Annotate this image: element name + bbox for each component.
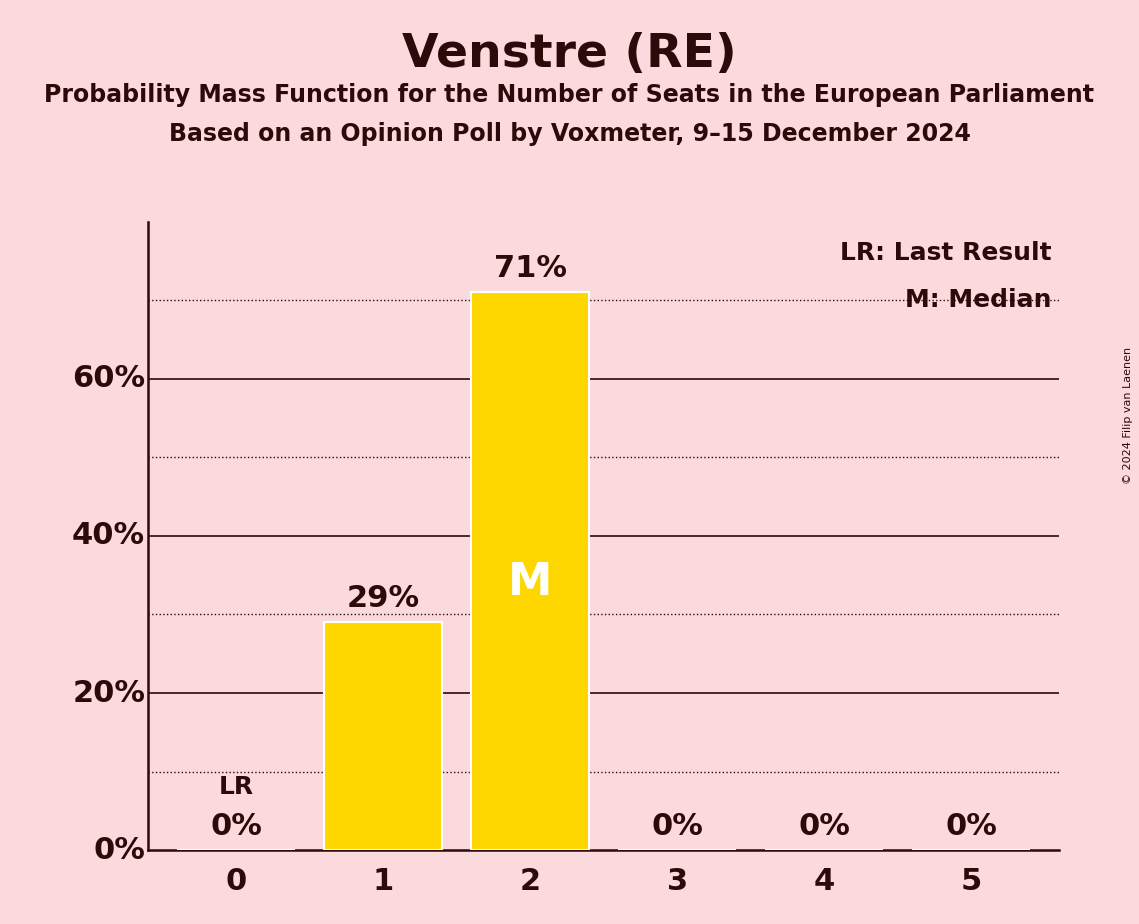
Text: 40%: 40%	[72, 521, 145, 551]
Text: 0%: 0%	[211, 811, 262, 841]
Text: LR: Last Result: LR: Last Result	[841, 241, 1052, 265]
Bar	[472, 292, 589, 850]
Text: M: Median: M: Median	[906, 288, 1052, 312]
Text: Based on an Opinion Poll by Voxmeter, 9–15 December 2024: Based on an Opinion Poll by Voxmeter, 9–…	[169, 122, 970, 146]
Bar	[325, 623, 442, 850]
Text: LR: LR	[219, 775, 254, 799]
Text: M: M	[508, 561, 552, 604]
Text: 0%: 0%	[652, 811, 703, 841]
Text: 71%: 71%	[493, 254, 567, 283]
Text: Venstre (RE): Venstre (RE)	[402, 32, 737, 78]
Text: © 2024 Filip van Laenen: © 2024 Filip van Laenen	[1123, 347, 1133, 484]
Text: 60%: 60%	[72, 364, 145, 394]
Text: 20%: 20%	[72, 678, 145, 708]
Text: Probability Mass Function for the Number of Seats in the European Parliament: Probability Mass Function for the Number…	[44, 83, 1095, 107]
Text: 29%: 29%	[346, 584, 420, 613]
Text: 0%: 0%	[93, 835, 145, 865]
Text: 0%: 0%	[945, 811, 997, 841]
Text: 0%: 0%	[798, 811, 850, 841]
